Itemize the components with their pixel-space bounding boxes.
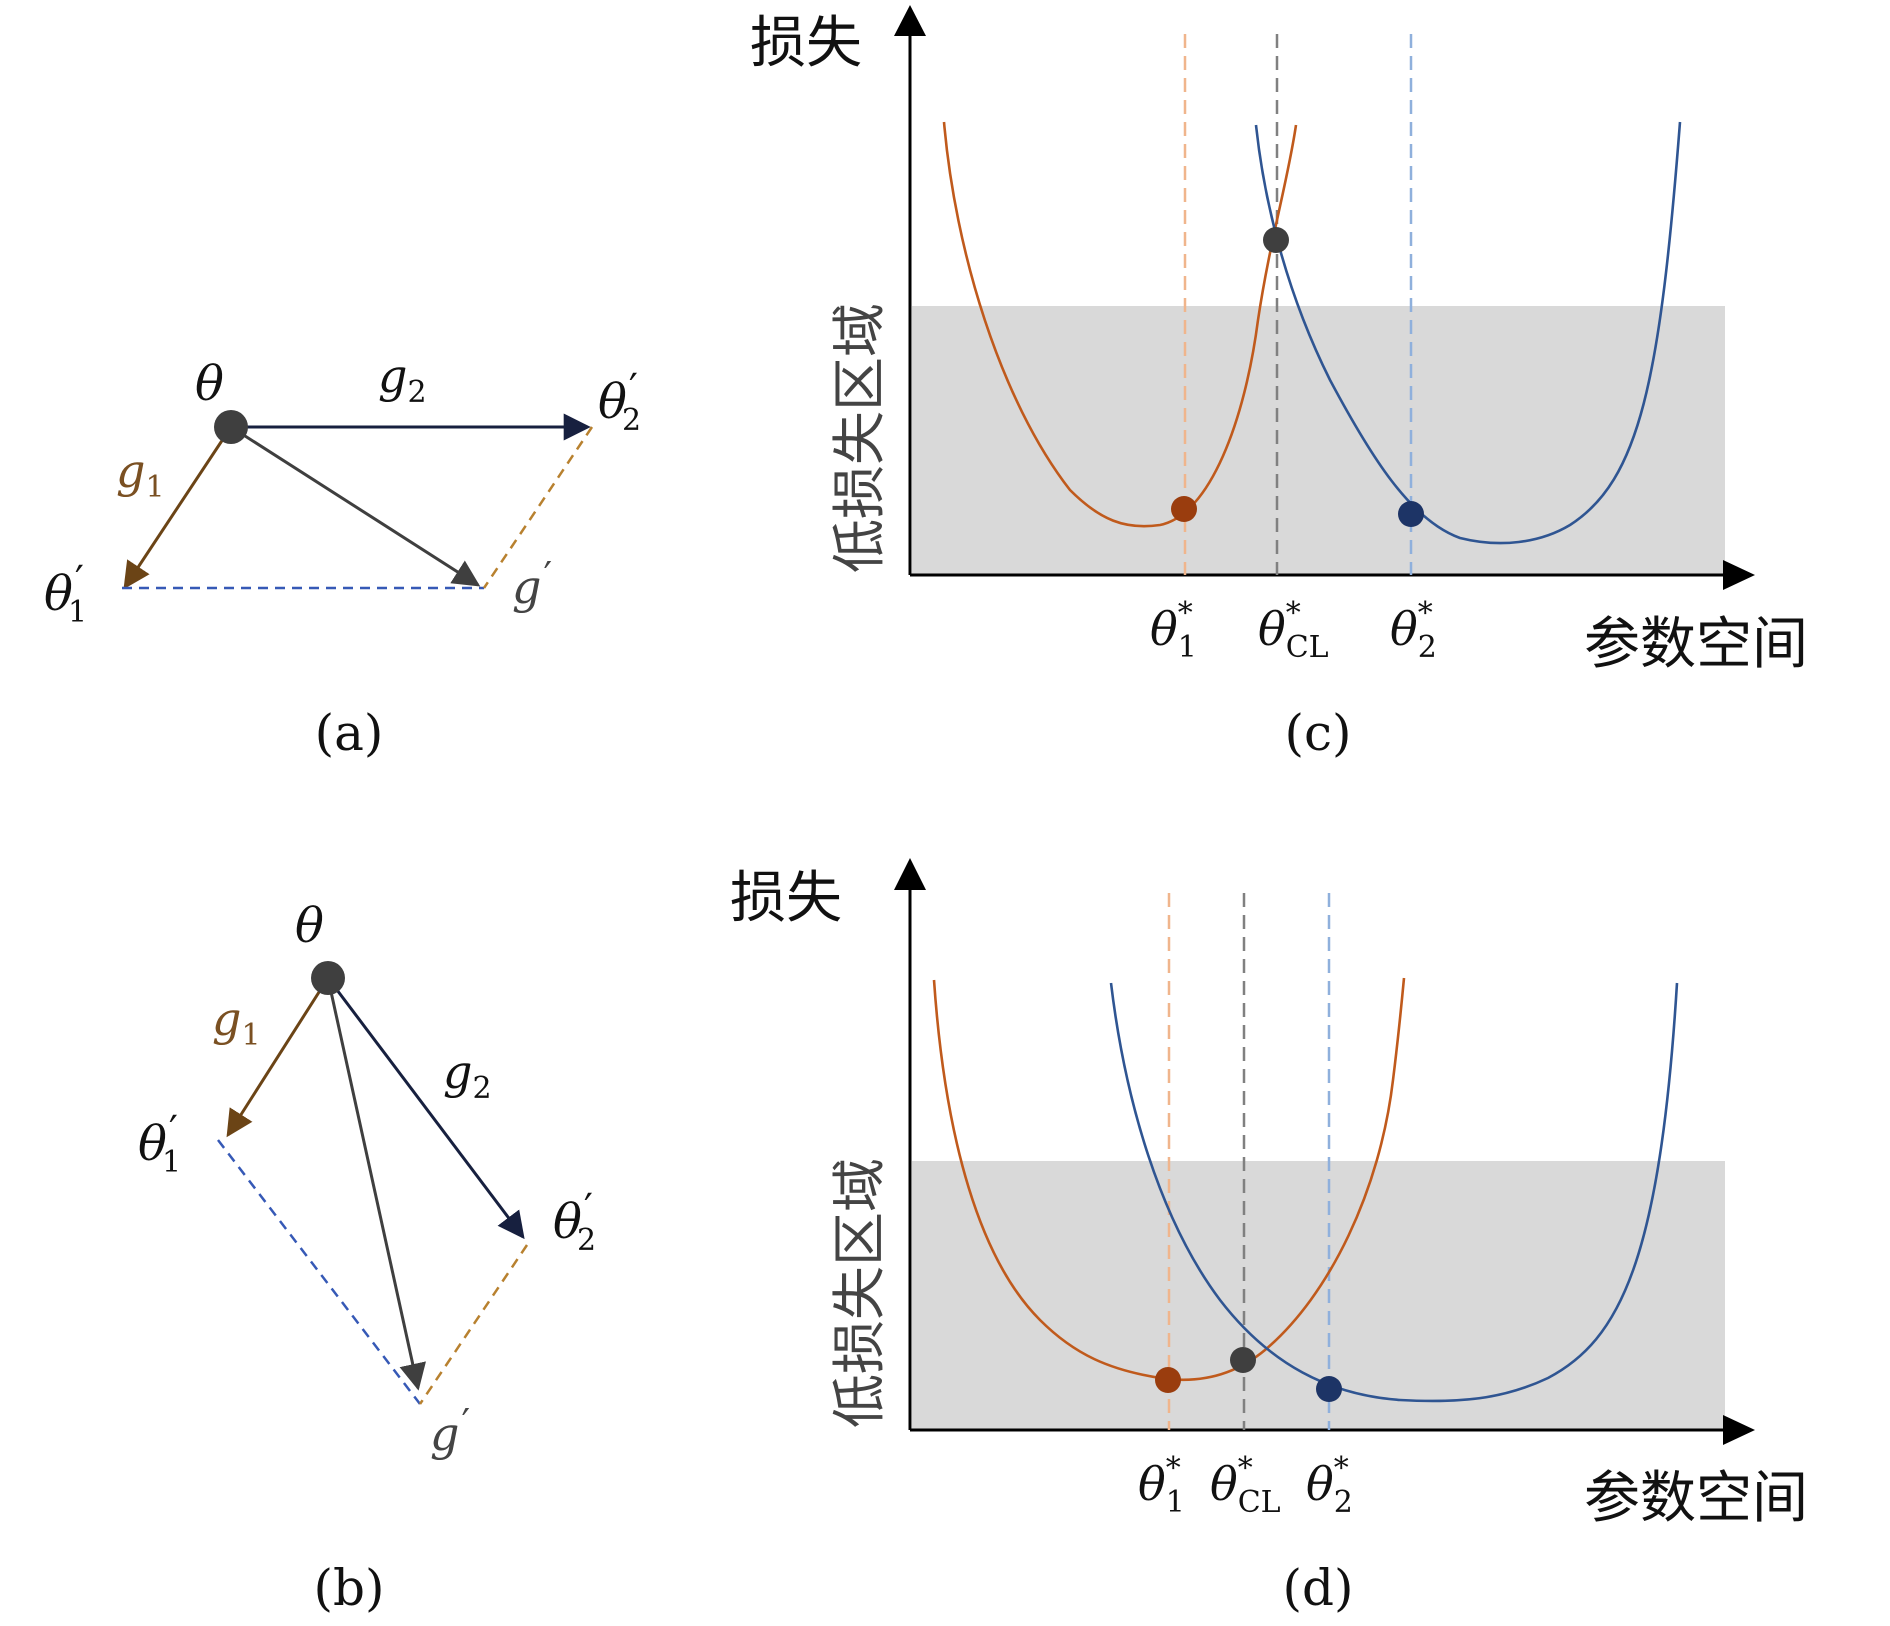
panel-d-caption: (d): [1282, 1559, 1353, 1617]
theta2p-label-b: θ′ 2: [553, 1186, 596, 1258]
panel-c-caption: (c): [1284, 704, 1351, 762]
panel-a-caption: (a): [315, 704, 384, 762]
y-axis-arrow-c: [894, 5, 926, 36]
panel-c: 损失 低损失区域 参数空间 θ* 1 θ* CL θ* 2 (c): [750, 5, 1808, 762]
low-loss-region-c: [912, 306, 1725, 574]
theta-point-a: [214, 410, 248, 444]
x-axis-arrow-c: [1723, 560, 1755, 590]
region-label-d: 低损失区域: [828, 1158, 891, 1428]
theta-label-b: θ: [295, 898, 324, 954]
gp-label-b: g′: [430, 1401, 470, 1461]
theta1p-label-b: θ′ 1: [138, 1108, 181, 1180]
combined-vector-a: [230, 425, 481, 587]
gp-label-a: g′: [512, 554, 552, 614]
theta-point-b: [311, 961, 345, 995]
y-axis-arrow-d: [894, 858, 926, 890]
x-axis-label-d: 参数空间: [1584, 1466, 1808, 1531]
x-axis-arrow-d: [1723, 1415, 1755, 1445]
tick-thetacl-c: θ* CL: [1258, 596, 1329, 665]
combined-point-marker-c: [1263, 227, 1289, 253]
task1-loss-curve-d: [932, 977, 1406, 1382]
task2-loss-curve-c: [1254, 121, 1682, 545]
g1-vector-b: [226, 977, 330, 1138]
task1-optimum-marker-c: [1171, 496, 1197, 522]
y-axis-label-d: 损失: [730, 866, 842, 931]
g1-label-b: g1: [212, 992, 261, 1053]
tick-theta1-d: θ* 1: [1138, 1451, 1185, 1520]
task1-optimum-marker-d: [1155, 1367, 1181, 1393]
tick-theta1-c: θ* 1: [1150, 596, 1197, 665]
dashed-theta2-to-gp-b: [418, 1244, 529, 1405]
task2-optimum-marker-d: [1316, 1376, 1342, 1402]
region-label-c: 低损失区域: [828, 303, 891, 573]
tick-theta2-c: θ* 2: [1390, 596, 1437, 665]
dashed-theta1-to-gp-b: [217, 1139, 421, 1405]
tick-theta2-d: θ* 2: [1306, 1451, 1353, 1520]
g2-label-a: g2: [378, 349, 427, 410]
combined-point-marker-d: [1230, 1347, 1256, 1373]
theta1p-label-a: θ′ 1: [44, 558, 87, 630]
y-axis-label-c: 损失: [750, 11, 862, 76]
theta-label-a: θ: [195, 356, 224, 412]
g2-label-b: g2: [443, 1045, 492, 1106]
task2-loss-curve-d: [1109, 982, 1679, 1403]
task2-optimum-marker-c: [1398, 501, 1424, 527]
panel-b: θ g1 g2 θ′ 1 θ′ 2 g′ (b): [138, 898, 596, 1617]
g1-vector-a: [123, 426, 233, 590]
dashed-theta2-to-gp-a: [482, 426, 594, 589]
theta2p-label-a: θ′ 2: [598, 366, 641, 438]
panel-a: θ g2 g1 θ′ 2 θ′ 1 g′ (a): [44, 349, 641, 762]
tick-thetacl-d: θ* CL: [1210, 1451, 1281, 1520]
g2-vector-b: [326, 977, 525, 1240]
combined-vector-b: [326, 977, 426, 1391]
x-axis-label-c: 参数空间: [1584, 612, 1808, 677]
task1-loss-curve-c: [942, 121, 1298, 528]
panel-b-caption: (b): [313, 1559, 384, 1617]
g1-label-a: g1: [116, 444, 165, 505]
panel-d: 损失 低损失区域 参数空间 θ* 1 θ* CL θ* 2 (d): [730, 858, 1808, 1617]
